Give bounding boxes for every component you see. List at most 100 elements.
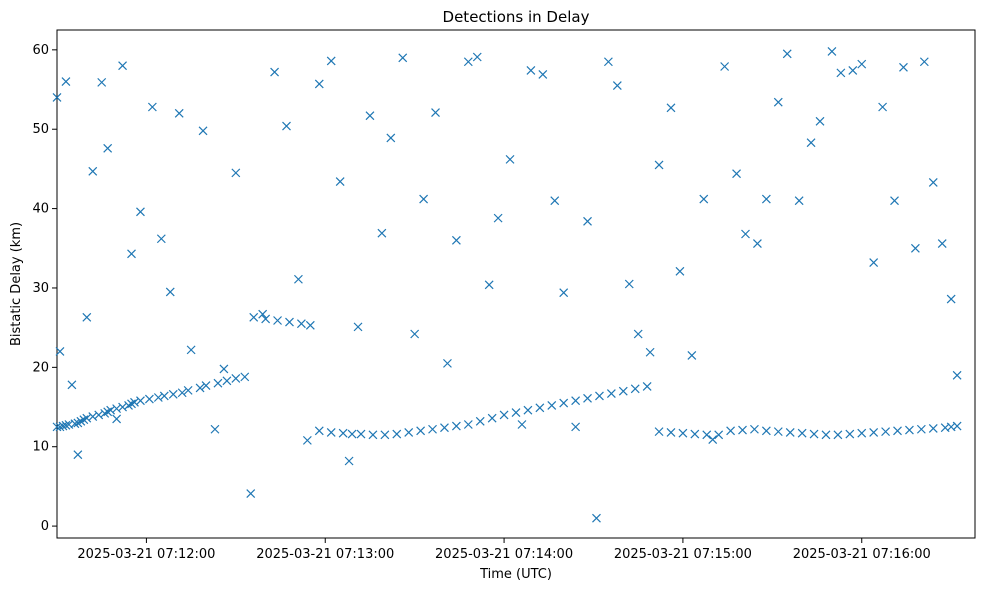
data-point	[174, 108, 184, 118]
data-point	[55, 422, 65, 432]
data-point	[726, 426, 736, 436]
data-point	[103, 143, 113, 153]
y-tick-label: 20	[32, 360, 49, 375]
y-tick-label: 40	[32, 202, 49, 217]
data-point	[794, 196, 804, 206]
x-tick-label: 2025-03-21 07:16:00	[793, 547, 931, 562]
data-point	[484, 280, 494, 290]
data-point	[156, 234, 166, 244]
y-tick-label: 0	[41, 519, 49, 534]
data-point	[603, 57, 613, 67]
data-point	[714, 430, 724, 440]
data-point	[785, 428, 795, 437]
data-point	[928, 177, 938, 187]
data-point	[183, 385, 193, 395]
data-point	[67, 380, 77, 390]
data-point	[675, 266, 685, 276]
data-point	[937, 239, 947, 248]
data-point	[899, 62, 908, 72]
data-point	[344, 456, 354, 466]
data-point	[410, 329, 420, 339]
data-point	[606, 389, 616, 398]
y-axis-ticks: 0 10 20 30 40 50 60	[32, 43, 57, 534]
data-point	[416, 426, 426, 436]
data-point	[946, 294, 956, 304]
data-point	[335, 177, 345, 187]
data-point	[893, 426, 902, 436]
data-point	[97, 77, 107, 87]
data-point	[511, 408, 521, 418]
data-point	[314, 426, 324, 436]
data-point	[130, 397, 139, 407]
data-point	[642, 381, 652, 391]
data-point	[472, 52, 482, 62]
data-point	[535, 403, 545, 413]
plot-area	[56, 29, 976, 539]
data-point	[738, 425, 747, 435]
data-point	[380, 430, 390, 440]
data-point	[833, 430, 843, 440]
data-point	[857, 59, 867, 69]
data-point	[618, 386, 628, 396]
data-point	[687, 351, 697, 360]
data-point	[827, 47, 837, 56]
data-point	[314, 79, 324, 89]
data-point	[919, 57, 929, 67]
data-point	[261, 314, 271, 324]
data-point	[797, 428, 807, 438]
data-point	[720, 62, 730, 71]
data-point	[836, 68, 846, 78]
data-point	[499, 410, 509, 420]
data-point	[55, 347, 65, 356]
data-point	[305, 320, 315, 330]
data-point	[952, 421, 962, 431]
data-point	[463, 420, 473, 429]
data-point	[186, 345, 196, 355]
data-point	[112, 414, 122, 424]
data-point	[782, 49, 792, 59]
data-point	[451, 421, 461, 431]
data-point	[761, 426, 771, 436]
data-point	[419, 194, 429, 204]
data-point	[398, 53, 408, 63]
data-point	[583, 216, 592, 226]
data-point	[302, 435, 312, 445]
data-point	[177, 388, 187, 398]
data-point	[633, 329, 643, 339]
data-point	[493, 213, 503, 223]
y-tick-label: 60	[32, 43, 49, 58]
data-point	[678, 428, 688, 438]
x-tick-label: 2025-03-21 07:13:00	[256, 547, 394, 562]
data-point	[910, 243, 920, 253]
data-point	[690, 429, 700, 439]
data-point	[159, 391, 169, 401]
data-point	[347, 429, 357, 439]
data-point	[153, 393, 163, 402]
data-point	[386, 133, 396, 143]
data-point	[326, 56, 336, 66]
data-point	[270, 67, 280, 77]
data-point	[165, 287, 175, 297]
data-point	[869, 258, 879, 267]
data-point	[571, 396, 581, 406]
data-point	[147, 102, 157, 112]
data-point	[73, 450, 83, 460]
data-point	[61, 77, 71, 87]
data-point	[845, 429, 855, 439]
data-point	[559, 288, 569, 298]
data-point	[106, 405, 116, 415]
data-point	[821, 430, 831, 440]
data-point	[168, 389, 178, 399]
data-point	[699, 194, 709, 204]
data-point	[773, 97, 783, 107]
data-point	[52, 93, 62, 102]
data-point	[890, 196, 899, 206]
data-point	[517, 420, 527, 429]
x-axis-label: Time (UTC)	[479, 567, 552, 582]
data-point	[741, 229, 750, 239]
data-point	[326, 428, 336, 437]
data-point	[595, 391, 604, 401]
data-point	[353, 322, 363, 332]
data-point	[750, 424, 759, 434]
data-point	[94, 410, 104, 420]
